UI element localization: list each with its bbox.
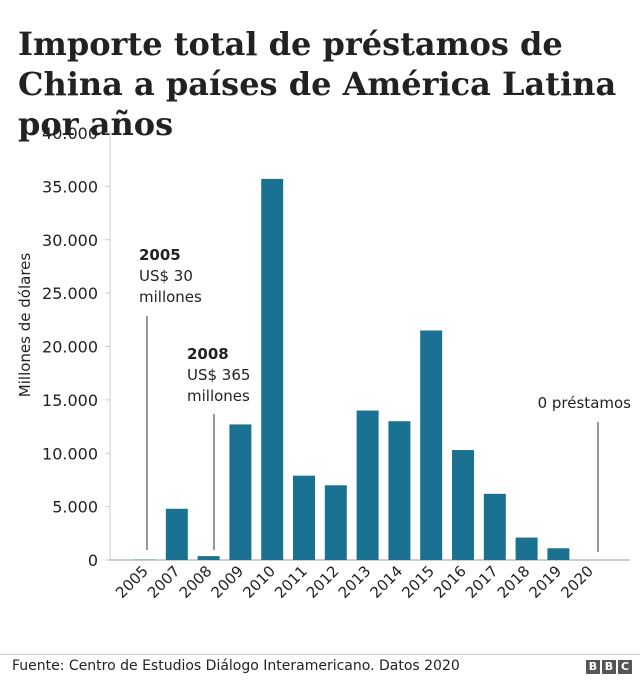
bar [420,330,443,560]
bar [197,556,220,560]
y-axis-label: Millones de dólares [16,253,34,398]
bar-chart: 0 5.000 10.000 15.000 20.000 25.000 30.000 35.0… [16,124,632,602]
y-tick-label: 40.000 [42,124,98,143]
source-note: Fuente: Centro de Estudios Diálogo Inter… [12,658,460,674]
bbc-logo-letter: C [618,660,632,674]
y-tick-label: 35.000 [42,177,98,196]
y-tick-label: 25.000 [42,284,98,303]
x-tick-label: 2019 [525,562,565,602]
annotation-2008: 2008 US$ 365 millones [187,345,250,550]
annotation-text: US$ 30 [139,267,193,285]
x-tick-label: 2020 [557,562,597,602]
annotation-2020: 0 préstamos [538,394,632,552]
x-tick-label: 2010 [239,562,279,602]
bar [515,537,538,560]
x-tick-label: 2007 [144,562,184,602]
x-tick-label: 2008 [176,562,216,602]
footer: Fuente: Centro de Estudios Diálogo Inter… [0,648,640,680]
footer-divider [0,654,640,655]
bar [483,493,506,560]
bar [261,178,284,560]
y-tick-label: 5.000 [52,498,98,517]
bar [547,548,570,560]
bbc-logo-letter: B [602,660,616,674]
annotation-year: 2008 [187,345,229,363]
x-tick-label: 2012 [303,562,343,602]
bar [388,421,411,560]
y-tick-label: 10.000 [42,444,98,463]
bbc-logo-letter: B [586,660,600,674]
bar [165,508,188,560]
annotation-text: millones [187,387,250,405]
x-tick-label: 2011 [271,562,311,602]
y-tick-label: 0 [88,551,98,570]
y-tick-label: 15.000 [42,391,98,410]
annotation-text: 0 préstamos [538,394,632,412]
x-tick-label: 2017 [462,562,502,602]
annotation-text: millones [139,288,202,306]
bar [293,475,315,560]
bar [324,485,347,560]
x-tick-label: 2013 [335,562,375,602]
bbc-logo: B B C [586,660,632,674]
bar [452,450,474,560]
bar [356,410,379,560]
x-tick-label: 2018 [494,562,534,602]
x-tick-label: 2015 [398,562,438,602]
y-tick-label: 20.000 [42,338,98,357]
annotation-2005: 2005 US$ 30 millones [139,246,202,550]
x-tick-label: 2016 [430,562,470,602]
x-tick-label: 2005 [112,562,152,602]
annotation-year: 2005 [139,246,181,264]
bar [229,424,252,560]
y-tick-label: 30.000 [42,231,98,250]
annotation-text: US$ 365 [187,366,250,384]
x-tick-label: 2009 [207,562,247,602]
chart-title: Importe total de préstamos de China a pa… [18,25,617,143]
x-tick-label: 2014 [366,562,406,602]
